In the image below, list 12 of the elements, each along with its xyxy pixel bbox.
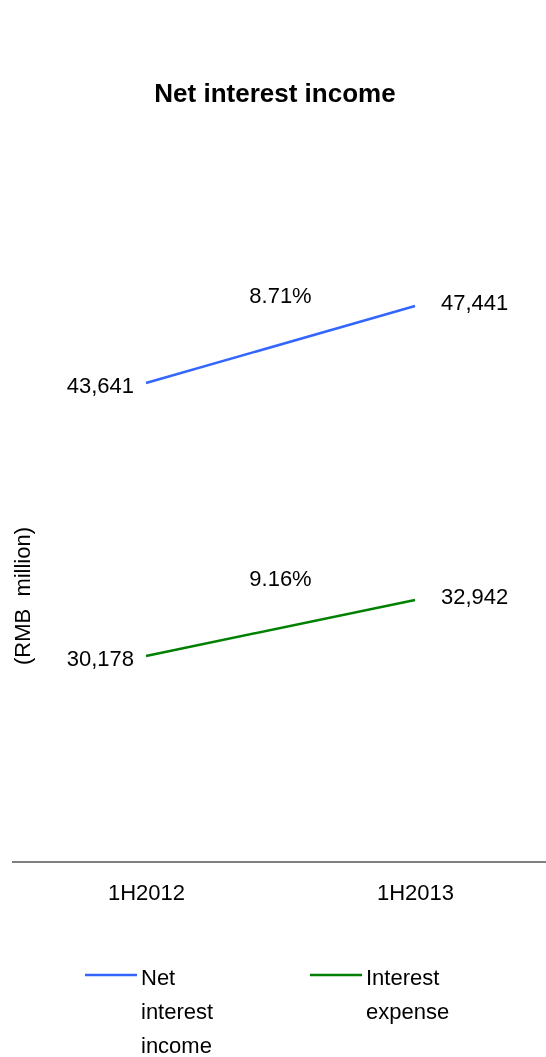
x-tick-label: 1H2013: [376, 879, 455, 905]
annotation: 8.71%: [249, 282, 312, 308]
legend-label: Net interest income: [141, 965, 214, 1057]
data-label: 30,178: [66, 646, 134, 671]
annotation: 9.16%: [249, 565, 312, 591]
data-label: 32,942: [441, 583, 509, 609]
chart-title: Net interest income: [154, 78, 396, 108]
data-label: 43,641: [66, 373, 134, 399]
legend-label: Interest expense: [366, 965, 450, 1024]
data-label: 47,441: [441, 290, 509, 315]
x-tick-label: 1H2012: [107, 879, 186, 905]
y-axis-title: (RMB million): [10, 526, 35, 666]
